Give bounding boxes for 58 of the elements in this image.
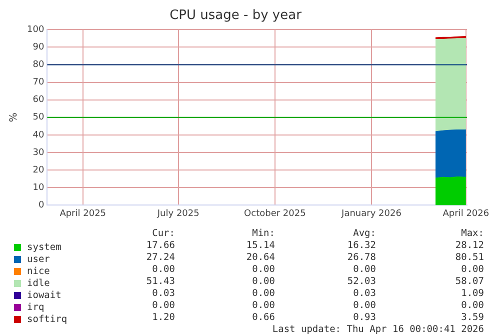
text: 1.09 xyxy=(460,288,484,299)
text: Max: xyxy=(460,228,484,239)
text: 58.07 xyxy=(454,276,484,287)
legend-label: softirq xyxy=(27,314,68,325)
text: Min: xyxy=(251,228,275,239)
text: 0.03 xyxy=(352,288,376,299)
y-tick-label: 20 xyxy=(32,165,44,176)
legend-label: irq xyxy=(27,302,44,313)
text: Last update: Thu Apr 16 00:00:41 2026 xyxy=(272,324,484,335)
text: 0.00 xyxy=(460,300,484,311)
legend-label: user xyxy=(27,254,50,265)
chart-title: CPU usage - by year xyxy=(170,8,302,24)
x-tick-label: April 2026 xyxy=(442,208,490,219)
text: 0.00 xyxy=(151,264,175,275)
y-tick-label: 10 xyxy=(32,182,44,193)
text: Avg: xyxy=(352,228,376,239)
y-tick-label: 70 xyxy=(32,78,44,88)
text: 3.59 xyxy=(460,312,484,323)
text: 80.51 xyxy=(454,252,484,263)
text: Cur: xyxy=(151,228,175,239)
y-tick-label: 50 xyxy=(32,112,44,123)
text: 0.00 xyxy=(251,276,275,287)
text: 0.66 xyxy=(251,312,275,323)
text: 0.03 xyxy=(151,288,175,299)
x-tick-label: January 2026 xyxy=(340,208,402,219)
text: 0.00 xyxy=(251,300,275,311)
y-tick-label: 40 xyxy=(32,130,44,140)
text: 0.00 xyxy=(251,264,275,275)
x-tick-label: October 2025 xyxy=(244,208,306,219)
y-tick-label: 100 xyxy=(26,24,44,35)
text: 1.20 xyxy=(151,312,175,323)
legend-label: nice xyxy=(27,266,50,277)
legend-label: system xyxy=(27,242,62,253)
y-tick-label: 30 xyxy=(32,148,44,158)
legend-label: idle xyxy=(27,278,50,289)
text: 17.66 xyxy=(145,240,175,251)
text: 26.78 xyxy=(346,252,376,263)
y-tick-label: 90 xyxy=(32,42,44,53)
text: 20.64 xyxy=(245,252,275,263)
text: 0.00 xyxy=(251,288,275,299)
text: 28.12 xyxy=(454,240,484,251)
text: 27.24 xyxy=(145,252,175,263)
y-tick-label: 60 xyxy=(32,95,44,106)
y-axis-title: % xyxy=(8,112,20,122)
text: 0.00 xyxy=(460,264,484,275)
text: 51.43 xyxy=(145,276,175,287)
legend-label: iowait xyxy=(27,290,62,301)
text: 0.00 xyxy=(151,300,175,311)
text: 52.03 xyxy=(346,276,376,287)
y-tick-label: 0 xyxy=(38,200,44,211)
text: 0.93 xyxy=(352,312,376,323)
x-tick-label: July 2025 xyxy=(156,208,200,219)
x-tick-label: April 2025 xyxy=(60,208,106,219)
text: 0.00 xyxy=(352,300,376,311)
text: 15.14 xyxy=(245,240,275,251)
y-tick-label: 80 xyxy=(32,60,44,70)
text: 0.00 xyxy=(352,264,376,275)
text: 16.32 xyxy=(346,240,376,251)
